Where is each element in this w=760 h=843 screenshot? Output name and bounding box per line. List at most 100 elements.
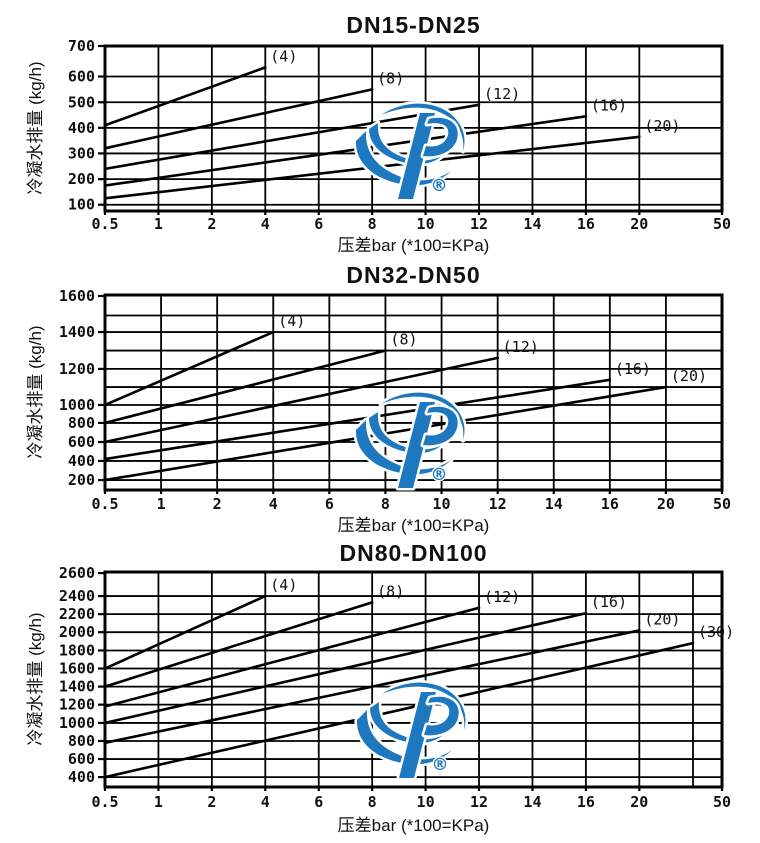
x-tick-label: 14 [523,793,541,811]
x-tick-label: 0.5 [91,495,118,513]
curve-label: (16) [591,96,627,114]
y-tick-label: 200 [68,471,95,489]
y-tick-label: 700 [68,37,95,55]
y-tick-label: 1600 [59,660,95,678]
curve-(12) [103,606,481,708]
x-tick-label: 20 [657,495,675,513]
y-tick-label: 800 [68,732,95,750]
x-tick-label: 10 [417,793,435,811]
y-tick-label: 600 [68,433,95,451]
curve-(4) [103,66,267,127]
x-tick-label: 16 [601,495,619,513]
y-tick-label: 1600 [59,287,95,305]
y-tick-label: 1400 [59,323,95,341]
brand-logo [357,683,466,778]
x-tick-label: 4 [269,495,278,513]
chart-3-x-axis-title: 压差bar (*100=KPa) [337,816,490,835]
y-tick-label: 100 [68,196,95,214]
curve-(8) [103,349,387,425]
y-tick-label: 1000 [59,714,95,732]
curve-label: (20) [644,610,680,628]
curve-label: (8) [377,69,404,87]
y-tick-label: 200 [68,170,95,188]
y-tick-label: 1800 [59,641,95,659]
curve-label: (20) [671,367,707,385]
curve-label: (16) [615,360,651,378]
curve-label: (8) [377,582,404,600]
curve-label: (4) [278,312,305,330]
curve-(4) [103,594,267,670]
x-tick-label: 1 [154,215,163,233]
chart-2-x-axis-title: 压差bar (*100=KPa) [337,516,490,535]
curve-label: (12) [484,85,520,103]
y-tick-label: 400 [68,119,95,137]
x-tick-label: 20 [630,793,648,811]
x-tick-label: 2 [207,215,216,233]
y-tick-label: 2000 [59,623,95,641]
curve-label: (12) [503,338,539,356]
curve-(8) [103,88,374,150]
x-tick-label: 6 [314,793,323,811]
y-tick-label: 2400 [59,587,95,605]
y-tick-label: 1200 [59,696,95,714]
x-tick-label: 10 [417,215,435,233]
y-tick-label: 2200 [59,605,95,623]
x-tick-label: 8 [368,215,377,233]
x-tick-label: 16 [577,793,595,811]
curve-label: (4) [270,576,297,594]
curve-(12) [103,103,481,171]
x-tick-label: 4 [261,793,270,811]
x-tick-label: 2 [213,495,222,513]
x-tick-label: 10 [433,495,451,513]
y-tick-label: 1200 [59,360,95,378]
x-tick-label: 0.5 [91,793,118,811]
x-tick-label: 1 [154,793,163,811]
curve-(16) [103,378,612,461]
x-tick-label: 20 [630,215,648,233]
plot-border [103,570,724,789]
x-tick-label: 8 [381,495,390,513]
x-tick-label: 6 [325,495,334,513]
curve-label: (30) [698,623,734,641]
y-tick-label: 400 [68,452,95,470]
y-tick-label: 300 [68,144,95,162]
x-tick-label: 14 [545,495,563,513]
y-tick-label: 400 [68,768,95,786]
y-tick-label: 1000 [59,396,95,414]
x-tick-label: 8 [368,793,377,811]
chart-1-title: DN15-DN25 [346,12,481,38]
x-tick-label: 12 [470,793,488,811]
curve-label: (8) [390,331,417,349]
curve-(12) [103,356,499,444]
x-tick-label: 16 [577,215,595,233]
curve-label: (16) [591,593,627,611]
curve-(8) [103,601,374,688]
x-tick-label: 1 [157,495,166,513]
curve-(16) [103,611,588,725]
x-tick-label: 14 [523,215,541,233]
x-tick-label: 12 [489,495,507,513]
chart-3-title: DN80-DN100 [339,540,488,566]
brand-logo [356,393,465,488]
y-tick-label: 800 [68,414,95,432]
x-tick-label: 50 [713,793,731,811]
curve-label: (4) [270,47,297,65]
x-tick-label: 6 [314,215,323,233]
x-tick-label: 2 [207,793,216,811]
curve-label: (12) [484,588,520,606]
x-tick-label: 50 [713,215,731,233]
y-tick-label: 2600 [59,564,95,582]
curve-(16) [103,115,588,187]
y-tick-label: 500 [68,93,95,111]
x-tick-label: 4 [261,215,270,233]
x-tick-label: 0.5 [91,215,118,233]
chart-1-x-axis-title: 压差bar (*100=KPa) [337,236,490,255]
y-tick-label: 600 [68,68,95,86]
chart-2-title: DN32-DN50 [346,262,481,288]
x-tick-label: 50 [713,495,731,513]
curve-(30) [103,641,695,779]
